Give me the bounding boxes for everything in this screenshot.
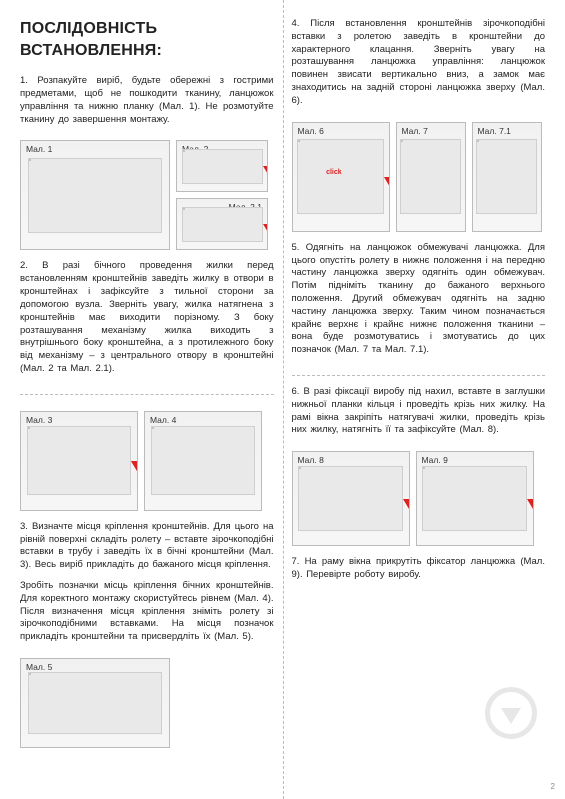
figure-2-1-sketch xyxy=(182,207,263,242)
figure-1: Мал. 1 xyxy=(20,140,170,250)
figure-3-label: Мал. 3 xyxy=(26,415,52,426)
page-number: 2 xyxy=(551,782,555,793)
figure-2: Мал. 2 xyxy=(176,140,268,192)
page-title: ПОСЛІДОВНІСТЬ ВСТАНОВЛЕННЯ: xyxy=(20,18,274,61)
figure-9-sketch xyxy=(422,466,526,531)
fig-row-3-4: Мал. 3 Мал. 4 xyxy=(20,411,274,511)
figure-6-label: Мал. 6 xyxy=(298,126,324,137)
watermark-icon xyxy=(485,687,537,739)
step-3a-text: 3. Визначте місця кріплення кронштейнів.… xyxy=(20,521,274,572)
figure-5: Мал. 5 xyxy=(20,658,170,748)
figure-8: Мал. 8 xyxy=(292,451,410,546)
step-4-text: 4. Після встановлення кронштейнів зірочк… xyxy=(292,18,546,108)
figure-7-1: Мал. 7.1 xyxy=(472,122,542,232)
fig-row-8-9: Мал. 8 Мал. 9 xyxy=(292,451,546,546)
fig-row-6-7: Мал. 6 click Мал. 7 Мал. 7.1 xyxy=(292,122,546,232)
figure-4: Мал. 4 xyxy=(144,411,262,511)
figure-4-label: Мал. 4 xyxy=(150,415,176,426)
figure-7-1-label: Мал. 7.1 xyxy=(478,126,511,137)
step-6-text: 6. В разі фіксації виробу під нахил, вст… xyxy=(292,386,546,437)
figure-4-sketch xyxy=(151,426,255,495)
figure-8-label: Мал. 8 xyxy=(298,455,324,466)
figure-7: Мал. 7 xyxy=(396,122,466,232)
fig-row-1-2: Мал. 1 Мал. 2 Мал. 2.1 xyxy=(20,140,274,250)
step-2-text: 2. В разі бічного проведення жилки перед… xyxy=(20,260,274,375)
figure-8-sketch xyxy=(298,466,402,531)
fig-row-5: Мал. 5 xyxy=(20,658,274,748)
fig-col-2: Мал. 2 Мал. 2.1 xyxy=(176,140,268,250)
step-7-text: 7. На раму вікна прикрутіть фіксатор лан… xyxy=(292,556,546,582)
figure-9-label: Мал. 9 xyxy=(422,455,448,466)
figure-7-label: Мал. 7 xyxy=(402,126,428,137)
figure-9: Мал. 9 xyxy=(416,451,534,546)
figure-2-sketch xyxy=(182,149,263,184)
figure-2-1: Мал. 2.1 xyxy=(176,198,268,250)
step-1-text: 1. Розпакуйте виріб, будьте обережні з г… xyxy=(20,75,274,126)
figure-7-1-sketch xyxy=(476,139,537,215)
section-divider xyxy=(20,394,274,395)
section-divider xyxy=(292,375,546,376)
click-badge: click xyxy=(326,168,342,177)
figure-5-sketch xyxy=(28,672,161,734)
figure-1-label: Мал. 1 xyxy=(26,144,52,155)
figure-3: Мал. 3 xyxy=(20,411,138,511)
figure-7-sketch xyxy=(400,139,461,215)
figure-3-sketch xyxy=(27,426,131,495)
figure-6: Мал. 6 click xyxy=(292,122,390,232)
step-5-text: 5. Одягніть на ланцюжок обмежувачі ланцю… xyxy=(292,242,546,357)
figure-1-sketch xyxy=(28,158,161,234)
step-3b-text: Зробіть позначки місць кріплення бічних … xyxy=(20,580,274,644)
